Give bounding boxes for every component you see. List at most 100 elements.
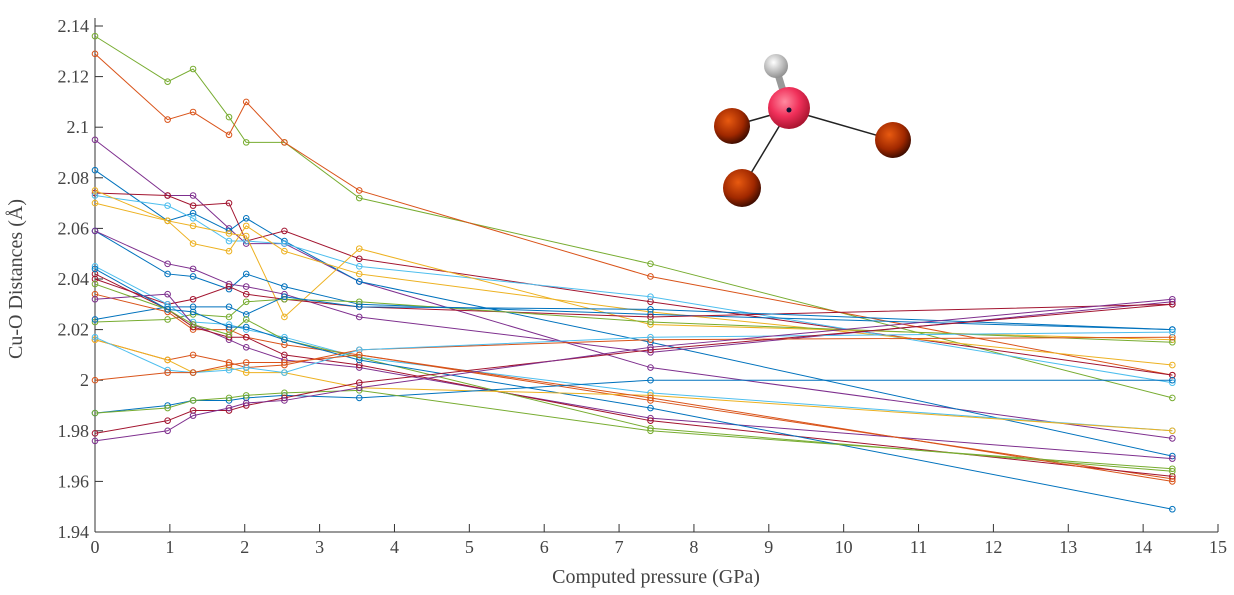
data-point	[242, 298, 250, 306]
data-point	[225, 313, 233, 321]
y-tick-label: 1.96	[58, 471, 90, 491]
data-point	[355, 351, 363, 359]
data-point	[225, 230, 233, 237]
data-point	[355, 194, 363, 202]
data-point	[189, 240, 197, 247]
data-point	[225, 113, 233, 121]
data-point	[189, 321, 197, 328]
data-point	[281, 369, 288, 376]
data-point	[164, 116, 171, 123]
x-axis-label: Computed pressure (GPa)	[552, 566, 760, 588]
data-point	[164, 290, 171, 298]
y-tick-label: 2.14	[58, 16, 90, 36]
series-line	[94, 202, 1173, 341]
data-point	[91, 295, 99, 303]
data-point	[281, 293, 288, 301]
plot-area: 1.94 1.96 1.98 2 2.02 2.04 2.06 2.08 2.1 2.12 2.14…	[58, 16, 1228, 557]
data-point	[647, 427, 654, 435]
x-tick-label: 0	[91, 537, 100, 557]
data-point	[91, 192, 99, 199]
data-point	[189, 351, 197, 359]
data-point	[647, 344, 654, 351]
data-point	[1169, 478, 1176, 485]
x-tick-label: 3	[315, 537, 324, 557]
y-tick-label: 2	[80, 370, 89, 390]
data-point	[355, 298, 363, 306]
x-tick-label: 13	[1059, 537, 1077, 557]
y-tick-label: 2.1	[67, 117, 90, 137]
data-point	[355, 245, 363, 252]
data-point	[647, 318, 654, 326]
data-point	[1169, 455, 1176, 462]
data-point	[164, 202, 171, 209]
data-point	[225, 366, 233, 374]
data-point	[355, 384, 363, 392]
series-line	[94, 35, 1173, 399]
data-point	[189, 214, 197, 222]
data-point	[281, 389, 288, 397]
data-point	[242, 399, 250, 407]
data-point	[91, 275, 99, 283]
series-line	[94, 278, 1173, 318]
data-point	[225, 404, 233, 412]
data-point	[164, 270, 171, 278]
data-point	[1169, 394, 1176, 402]
data-point	[164, 192, 171, 199]
series-line	[94, 298, 1173, 442]
series-line	[94, 268, 1173, 510]
data-point	[1169, 452, 1176, 460]
data-point	[355, 356, 363, 364]
data-point	[647, 260, 654, 268]
data-point	[225, 394, 233, 402]
data-point	[242, 214, 250, 222]
data-point	[281, 227, 288, 235]
data-point	[225, 199, 233, 207]
data-point	[242, 98, 250, 106]
data-point	[189, 108, 197, 116]
data-point	[281, 247, 288, 255]
data-point	[242, 323, 250, 331]
x-tick-label: 2	[240, 537, 249, 557]
data-point	[355, 361, 363, 369]
data-point	[1169, 427, 1176, 435]
data-point	[189, 65, 197, 73]
data-point	[647, 394, 654, 402]
x-tick-label: 14	[1134, 537, 1152, 557]
data-point	[225, 323, 233, 331]
series-line	[94, 230, 1173, 353]
x-tick-label: 15	[1209, 537, 1227, 557]
y-tick-label: 1.98	[58, 421, 90, 441]
y-tick-label: 2.08	[58, 168, 90, 188]
data-point	[189, 412, 197, 419]
data-point	[647, 376, 654, 384]
data-point	[647, 364, 654, 371]
data-point	[281, 351, 288, 359]
data-point	[647, 333, 654, 341]
data-point	[91, 376, 99, 384]
data-point	[647, 417, 654, 424]
data-point	[1169, 295, 1176, 303]
data-point	[91, 336, 99, 344]
series-line	[94, 331, 1173, 374]
data-point	[91, 187, 99, 194]
data-point	[242, 270, 250, 278]
data-point	[647, 313, 654, 321]
data-point	[189, 192, 197, 199]
data-point	[242, 311, 250, 318]
data-point	[355, 255, 363, 263]
data-point	[189, 273, 197, 280]
data-point	[225, 237, 233, 245]
data-point	[91, 316, 99, 323]
data-point	[281, 397, 288, 404]
data-point	[225, 131, 233, 139]
series-line	[94, 296, 1173, 331]
series-line	[94, 53, 1173, 376]
data-point	[91, 437, 99, 445]
data-point	[1169, 336, 1176, 344]
data-point	[355, 263, 363, 270]
data-point	[164, 217, 171, 225]
data-point	[225, 331, 233, 338]
data-point	[164, 260, 171, 268]
data-point	[91, 265, 99, 273]
data-point	[225, 303, 233, 311]
